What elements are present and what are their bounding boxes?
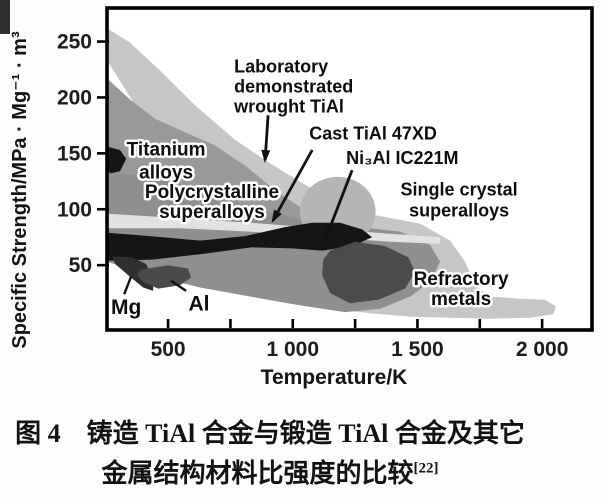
y-tick-label: 150	[57, 142, 92, 165]
plot-border	[105, 6, 594, 332]
single-crystal-superalloys-label: superalloys	[409, 200, 509, 220]
figure-caption: 图 4 铸造 TiAl 合金与锻造 TiAl 合金及其它 金属结构材料比强度的比…	[0, 400, 540, 495]
caption-line1: 图 4 铸造 TiAl 合金与锻造 TiAl 合金及其它	[15, 419, 525, 448]
x-tick-label: 1 000	[266, 338, 319, 361]
caption-line2: 金属结构材料比强度的比较[22]	[0, 454, 540, 494]
ni3al-ic221m-label: Ni₃Al IC221M	[346, 148, 458, 168]
polycrystalline-superalloys-label: superalloys	[159, 202, 265, 223]
x-tick-label: 500	[151, 338, 186, 361]
x-tick-label: 2 000	[516, 338, 569, 361]
titanium-alloys-label: Titanium	[127, 140, 206, 161]
region-al	[137, 265, 191, 289]
caption-line2-text: 金属结构材料比强度的比较	[101, 459, 414, 489]
single-crystal-superalloys-label: Single crystal	[401, 179, 518, 199]
polycrystalline-superalloys-label: Polycrystalline	[145, 182, 279, 203]
material-regions	[107, 28, 557, 319]
x-axis-title: Temperature/K	[261, 366, 408, 389]
y-tick-label: 250	[57, 31, 92, 54]
x-tick-label: 1 500	[391, 338, 444, 361]
refractory-metals-label: metals	[431, 289, 491, 310]
ni3al-arrow	[324, 169, 354, 238]
laboratory-wrought-tial-label: wrought TiAl	[233, 96, 344, 116]
region-titanium-alloys	[107, 78, 339, 224]
al-label: Al	[189, 293, 210, 316]
mg-label: Mg	[111, 296, 141, 319]
laboratory-wrought-tial-label: demonstrated	[234, 76, 353, 96]
wrought-tial-arrow-head	[261, 149, 271, 164]
caption-reference: [22]	[413, 460, 439, 477]
y-tick-label: 50	[69, 254, 92, 277]
ni3al-arrow-head	[325, 226, 334, 240]
cast-tial-47xd-label: Cast TiAl 47XD	[309, 124, 437, 144]
region-mg	[112, 256, 154, 291]
figure-chart-area: Laboratory demonstrated wrought TiAl Cast T…	[0, 0, 594, 389]
al-pointer-line	[170, 279, 187, 292]
region-left-edge-notch	[107, 146, 127, 174]
mg-pointer-line	[123, 275, 133, 295]
scan-artifact	[0, 0, 10, 34]
laboratory-wrought-tial-label: Laboratory	[234, 56, 328, 76]
y-tick-label: 100	[57, 198, 92, 221]
cast-tial-arrow	[271, 149, 314, 222]
y-tick-label: 200	[57, 86, 92, 109]
region-refractory-metals	[322, 241, 416, 304]
refractory-metals-label: Refractory	[414, 269, 509, 290]
titanium-alloys-label: alloys	[139, 163, 193, 184]
cast-tial-arrow-head	[271, 209, 282, 224]
region-tial-ni3al-black-band	[107, 222, 373, 261]
y-axis-title: Specific Strength/MPa · Mg⁻¹ · m³	[9, 31, 31, 349]
